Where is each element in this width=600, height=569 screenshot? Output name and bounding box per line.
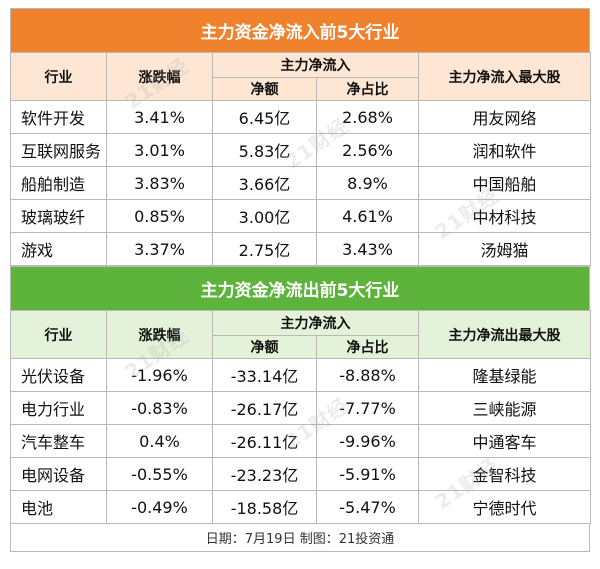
net-ratio-cell: -5.47% <box>316 490 419 524</box>
header-net-ratio: 净占比 <box>316 77 419 101</box>
industry-cell: 软件开发 <box>10 100 107 134</box>
header-industry: 行业 <box>10 52 107 101</box>
industry-cell: 互联网服务 <box>10 133 107 167</box>
header-main-net: 主力净流入 <box>212 52 419 78</box>
table-row: 光伏设备 -1.96% -33.14亿 -8.88% 隆基绿能 <box>10 358 591 392</box>
top-stock-cell: 汤姆猫 <box>418 232 591 266</box>
change-cell: 3.01% <box>106 133 213 167</box>
net-amount-cell: 3.66亿 <box>212 166 317 200</box>
header-net-amount: 净额 <box>212 335 317 359</box>
change-cell: 3.37% <box>106 232 213 266</box>
top-stock-cell: 中通客车 <box>418 424 591 458</box>
net-ratio-cell: -9.96% <box>316 424 419 458</box>
top-stock-cell: 金智科技 <box>418 457 591 491</box>
outflow-title: 主力资金净流出前5大行业 <box>10 266 590 310</box>
net-amount-cell: -23.23亿 <box>212 457 317 491</box>
top-stock-cell: 隆基绿能 <box>418 358 591 392</box>
top-stock-cell: 宁德时代 <box>418 490 591 524</box>
header-change: 涨跌幅 <box>106 310 213 359</box>
net-amount-cell: -26.11亿 <box>212 424 317 458</box>
net-ratio-cell: 2.56% <box>316 133 419 167</box>
table-row: 玻璃玻纤 0.85% 3.00亿 4.61% 中材科技 <box>10 199 591 233</box>
net-ratio-cell: -7.77% <box>316 391 419 425</box>
industry-cell: 船舶制造 <box>10 166 107 200</box>
table-row: 游戏 3.37% 2.75亿 3.43% 汤姆猫 <box>10 232 591 266</box>
change-cell: -1.96% <box>106 358 213 392</box>
change-cell: 3.83% <box>106 166 213 200</box>
outflow-table: 行业 涨跌幅 主力净流入 主力净流出最大股 净额 净占比 光伏设备 -1.96%… <box>10 310 591 524</box>
net-amount-cell: -33.14亿 <box>212 358 317 392</box>
table-row: 电网设备 -0.55% -23.23亿 -5.91% 金智科技 <box>10 457 591 491</box>
header-net-amount: 净额 <box>212 77 317 101</box>
industry-cell: 电网设备 <box>10 457 107 491</box>
table-row: 船舶制造 3.83% 3.66亿 8.9% 中国船舶 <box>10 166 591 200</box>
net-ratio-cell: -5.91% <box>316 457 419 491</box>
top-stock-cell: 中材科技 <box>418 199 591 233</box>
table-row: 软件开发 3.41% 6.45亿 2.68% 用友网络 <box>10 100 591 134</box>
change-cell: 0.85% <box>106 199 213 233</box>
net-amount-cell: 6.45亿 <box>212 100 317 134</box>
table-row: 电池 -0.49% -18.58亿 -5.47% 宁德时代 <box>10 490 591 524</box>
net-amount-cell: -26.17亿 <box>212 391 317 425</box>
footer-credit: 日期：7月19日 制图：21投资通 <box>10 524 590 552</box>
industry-cell: 光伏设备 <box>10 358 107 392</box>
table-row: 互联网服务 3.01% 5.83亿 2.56% 润和软件 <box>10 133 591 167</box>
header-change: 涨跌幅 <box>106 52 213 101</box>
top-stock-cell: 用友网络 <box>418 100 591 134</box>
change-cell: -0.83% <box>106 391 213 425</box>
net-ratio-cell: 8.9% <box>316 166 419 200</box>
header-top-stock: 主力净流入最大股 <box>418 52 591 101</box>
net-ratio-cell: -8.88% <box>316 358 419 392</box>
industry-cell: 汽车整车 <box>10 424 107 458</box>
net-amount-cell: -18.58亿 <box>212 490 317 524</box>
industry-cell: 电池 <box>10 490 107 524</box>
net-amount-cell: 5.83亿 <box>212 133 317 167</box>
header-top-stock: 主力净流出最大股 <box>418 310 591 359</box>
net-amount-cell: 2.75亿 <box>212 232 317 266</box>
change-cell: -0.55% <box>106 457 213 491</box>
header-main-net: 主力净流入 <box>212 310 419 336</box>
industry-cell: 电力行业 <box>10 391 107 425</box>
fund-flow-report: 主力资金净流入前5大行业 行业 涨跌幅 主力净流入 主力净流入最大股 净额 净占… <box>10 8 591 560</box>
top-stock-cell: 中国船舶 <box>418 166 591 200</box>
inflow-title: 主力资金净流入前5大行业 <box>10 8 590 52</box>
header-industry: 行业 <box>10 310 107 359</box>
net-ratio-cell: 4.61% <box>316 199 419 233</box>
table-row: 电力行业 -0.83% -26.17亿 -7.77% 三峡能源 <box>10 391 591 425</box>
table-row: 汽车整车 0.4% -26.11亿 -9.96% 中通客车 <box>10 424 591 458</box>
net-ratio-cell: 2.68% <box>316 100 419 134</box>
change-cell: 0.4% <box>106 424 213 458</box>
change-cell: 3.41% <box>106 100 213 134</box>
industry-cell: 游戏 <box>10 232 107 266</box>
industry-cell: 玻璃玻纤 <box>10 199 107 233</box>
inflow-table: 行业 涨跌幅 主力净流入 主力净流入最大股 净额 净占比 软件开发 3.41% … <box>10 52 591 266</box>
top-stock-cell: 三峡能源 <box>418 391 591 425</box>
net-amount-cell: 3.00亿 <box>212 199 317 233</box>
change-cell: -0.49% <box>106 490 213 524</box>
net-ratio-cell: 3.43% <box>316 232 419 266</box>
top-stock-cell: 润和软件 <box>418 133 591 167</box>
header-net-ratio: 净占比 <box>316 335 419 359</box>
